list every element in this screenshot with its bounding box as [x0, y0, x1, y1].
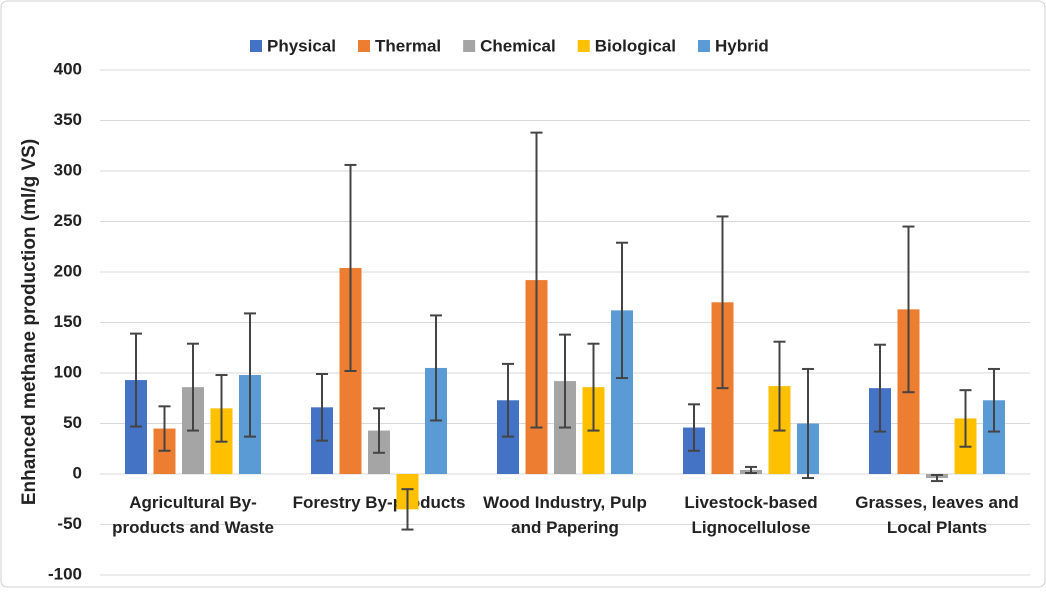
error-bar	[401, 488, 414, 531]
legend-label: Chemical	[480, 36, 556, 55]
error-bar	[988, 367, 1000, 433]
error-bar	[559, 333, 571, 429]
error-bar	[344, 163, 357, 372]
error-bar	[716, 215, 729, 390]
legend-label: Thermal	[375, 36, 441, 55]
error-bar	[130, 332, 142, 428]
legend-label: Physical	[267, 36, 336, 55]
error-bar	[158, 405, 171, 452]
legend-swatch	[577, 40, 590, 52]
x-tick-label-box: Forestry By-products	[292, 493, 466, 512]
error-bar	[502, 362, 514, 438]
x-tick-label-box: Grasses, leaves and Local Plants	[855, 493, 1019, 537]
legend-swatch	[250, 40, 262, 52]
error-bar	[802, 367, 814, 480]
y-tick-label: 350	[54, 110, 82, 129]
x-tick-label: Grasses, leaves and Local Plants	[855, 493, 1019, 537]
x-tick-label: Wood Industry, Pulp and Papering	[483, 493, 647, 537]
error-bar	[931, 474, 943, 483]
x-tick-label-box: Agricultural By-products and Waste	[112, 493, 274, 537]
error-bar	[959, 389, 972, 448]
x-tick-label: Agricultural By-products and Waste	[112, 493, 274, 537]
y-tick-label: 400	[54, 59, 82, 78]
y-tick-label: 150	[54, 312, 82, 331]
y-axis-title: Enhanced methane production (ml/g VS)	[19, 139, 40, 505]
error-bar	[902, 225, 915, 394]
y-tick-label: 100	[54, 362, 82, 381]
x-tick-label: Forestry By-products	[292, 493, 466, 512]
bar	[611, 310, 633, 474]
x-tick-label-box: Wood Industry, Pulp and Papering	[483, 493, 647, 537]
legend-swatch	[463, 40, 476, 52]
y-tick-label: 200	[54, 261, 82, 280]
error-bar	[587, 342, 600, 432]
y-tick-label: 0	[73, 463, 82, 482]
error-bar	[874, 343, 886, 433]
error-bar	[187, 342, 199, 432]
y-tick-label: 50	[63, 413, 82, 432]
error-bar	[530, 131, 543, 429]
error-bar	[688, 403, 700, 452]
legend-label: Hybrid	[715, 36, 769, 55]
error-bar	[215, 374, 228, 443]
error-bar	[244, 312, 256, 438]
x-tick-label-box: Livestock-based Lignocellulose	[684, 493, 818, 537]
bar	[983, 400, 1005, 474]
error-bar	[745, 465, 757, 474]
legend-swatch	[358, 40, 370, 52]
y-tick-label: -50	[57, 514, 82, 533]
error-bar	[373, 407, 385, 454]
error-bar	[430, 314, 442, 422]
legend-swatch	[697, 40, 710, 52]
x-tick-label: Livestock-based Lignocellulose	[684, 493, 818, 537]
y-tick-label: 250	[54, 211, 82, 230]
error-bar	[316, 373, 328, 442]
y-tick-label: -100	[48, 564, 82, 583]
y-tick-label: 300	[54, 160, 82, 179]
error-bar	[773, 340, 786, 432]
legend-label: Biological	[595, 36, 676, 55]
error-bar	[616, 241, 628, 380]
